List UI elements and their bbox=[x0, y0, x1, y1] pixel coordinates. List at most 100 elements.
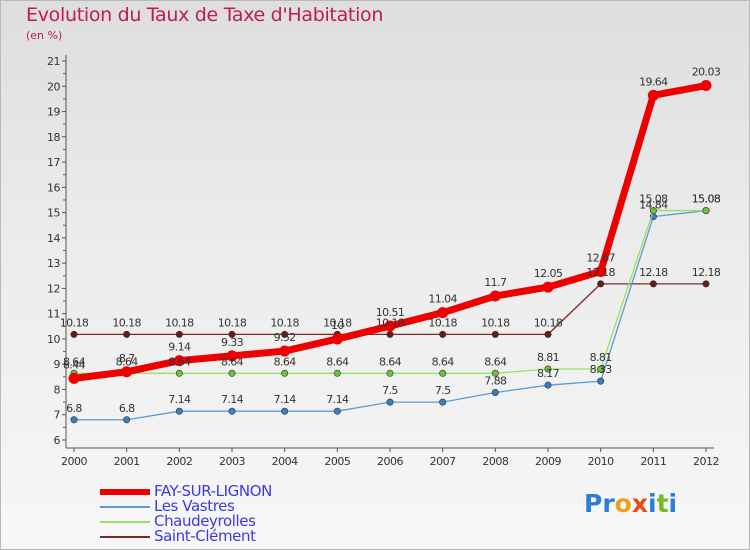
y-tick-label: 13 bbox=[47, 257, 60, 270]
series-point-2 bbox=[439, 369, 447, 377]
y-tick-label: 18 bbox=[47, 131, 60, 144]
y-tick-label: 10 bbox=[47, 333, 60, 346]
series-point-3 bbox=[491, 330, 499, 338]
data-label-3: 10.18 bbox=[323, 316, 352, 329]
y-tick-label: 8 bbox=[54, 383, 61, 396]
series-point-0 bbox=[700, 80, 712, 92]
series-point-3 bbox=[175, 330, 183, 338]
series-point-1 bbox=[597, 377, 605, 385]
y-tick-label: 9 bbox=[54, 358, 61, 371]
logo-letter: i bbox=[668, 489, 678, 518]
data-label-1: 7.14 bbox=[326, 393, 349, 406]
x-tick-label: 2004 bbox=[272, 455, 298, 468]
y-tick-label: 6 bbox=[54, 434, 61, 447]
y-tick-label: 16 bbox=[47, 181, 60, 194]
x-tick-label: 2001 bbox=[114, 455, 140, 468]
series-point-0 bbox=[68, 372, 80, 384]
series-point-1 bbox=[123, 416, 131, 424]
x-tick-label: 2007 bbox=[430, 455, 456, 468]
legend-label: Saint-Clément bbox=[154, 527, 256, 545]
x-tick-label: 2010 bbox=[588, 455, 614, 468]
logo-letter: P bbox=[584, 489, 603, 518]
y-tick-label: 21 bbox=[47, 55, 60, 68]
x-tick-label: 2011 bbox=[640, 455, 666, 468]
series-point-2 bbox=[597, 365, 605, 373]
y-tick-label: 12 bbox=[47, 282, 60, 295]
series-point-1 bbox=[281, 407, 289, 415]
series-point-3 bbox=[228, 330, 236, 338]
series-point-3 bbox=[544, 330, 552, 338]
series-point-0 bbox=[173, 355, 185, 367]
chart-legend: FAY-SUR-LIGNON Les Vastres Chaudeyrolles… bbox=[100, 482, 360, 545]
logo-letter: r bbox=[602, 489, 615, 518]
legend-label: Chaudeyrolles bbox=[154, 512, 256, 530]
series-point-0 bbox=[489, 290, 501, 302]
data-label-0: 11.04 bbox=[428, 293, 457, 306]
y-tick-label: 11 bbox=[47, 308, 60, 321]
data-label-0: 8.44 bbox=[63, 358, 86, 371]
data-label-0: 8.7 bbox=[119, 352, 135, 365]
data-label-3: 12.18 bbox=[586, 266, 615, 279]
data-label-3: 10.18 bbox=[481, 316, 510, 329]
legend-item-fay-sur-lignon: FAY-SUR-LIGNON bbox=[100, 482, 360, 500]
x-tick-label: 2000 bbox=[61, 455, 87, 468]
data-label-2: 8.64 bbox=[484, 355, 507, 368]
x-tick-label: 2012 bbox=[693, 455, 719, 468]
data-label-2: 15.08 bbox=[692, 193, 721, 206]
series-point-2 bbox=[281, 369, 289, 377]
data-label-0: 19.64 bbox=[639, 75, 668, 88]
series-point-0 bbox=[647, 89, 659, 101]
data-label-3: 10.18 bbox=[112, 316, 141, 329]
data-label-3: 10.18 bbox=[270, 316, 299, 329]
data-label-1: 7.14 bbox=[168, 393, 191, 406]
data-label-1: 7.14 bbox=[221, 393, 244, 406]
series-point-3 bbox=[281, 330, 289, 338]
legend-item-chaudeyrolles: Chaudeyrolles bbox=[100, 512, 360, 530]
series-point-1 bbox=[228, 407, 236, 415]
x-tick-label: 2006 bbox=[377, 455, 403, 468]
data-label-2: 8.81 bbox=[590, 351, 612, 364]
series-point-2 bbox=[175, 369, 183, 377]
series-point-3 bbox=[386, 330, 394, 338]
data-label-2: 8.64 bbox=[379, 355, 402, 368]
data-label-1: 6.8 bbox=[119, 402, 135, 415]
data-label-1: 7.14 bbox=[274, 393, 297, 406]
data-label-2: 8.64 bbox=[116, 355, 139, 368]
legend-swatch-saint-clement bbox=[100, 536, 150, 538]
series-point-0 bbox=[121, 366, 133, 378]
x-tick-label: 2003 bbox=[219, 455, 245, 468]
data-label-2: 8.81 bbox=[537, 351, 559, 364]
data-label-0: 12.05 bbox=[534, 267, 563, 280]
x-tick-label: 2005 bbox=[324, 455, 350, 468]
data-label-0: 20.03 bbox=[692, 66, 721, 79]
y-tick-label: 15 bbox=[47, 207, 60, 220]
legend-item-saint-clement: Saint-Clément bbox=[100, 527, 360, 545]
series-point-3 bbox=[649, 280, 657, 288]
data-label-3: 10.18 bbox=[218, 316, 247, 329]
x-tick-label: 2002 bbox=[166, 455, 192, 468]
data-label-2: 8.64 bbox=[274, 355, 297, 368]
y-tick-label: 14 bbox=[47, 232, 60, 245]
series-point-1 bbox=[175, 407, 183, 415]
series-point-2 bbox=[649, 207, 657, 215]
series-point-1 bbox=[70, 416, 78, 424]
data-label-0: 9.52 bbox=[274, 331, 296, 344]
proxiti-logo: Proxiti bbox=[584, 489, 677, 518]
series-point-1 bbox=[491, 388, 499, 396]
data-label-1: 8.33 bbox=[590, 363, 613, 376]
data-label-1: 7.5 bbox=[382, 384, 398, 397]
data-label-2: 8.64 bbox=[168, 355, 191, 368]
series-point-3 bbox=[702, 280, 710, 288]
data-label-0: 10.51 bbox=[376, 306, 405, 319]
series-point-1 bbox=[333, 407, 341, 415]
series-point-0 bbox=[437, 307, 449, 319]
data-label-3: 10.18 bbox=[428, 316, 457, 329]
legend-swatch-les-vastres bbox=[100, 506, 150, 508]
series-point-3 bbox=[123, 330, 131, 338]
data-label-1: 6.8 bbox=[66, 402, 82, 415]
series-point-3 bbox=[439, 330, 447, 338]
series-point-2 bbox=[702, 207, 710, 215]
series-point-0 bbox=[226, 350, 238, 362]
data-label-1: 7.88 bbox=[484, 374, 507, 387]
